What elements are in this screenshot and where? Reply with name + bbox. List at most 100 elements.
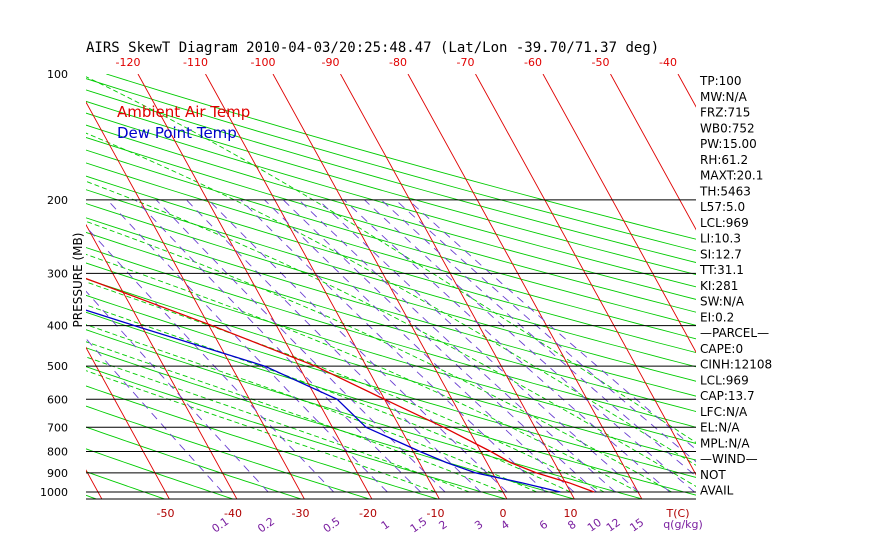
ambient-air-temp-line <box>86 277 595 493</box>
dry-adiabat-line <box>86 217 696 397</box>
dry-adiabat-line <box>86 78 696 252</box>
pressure-tick-label: 300 <box>47 267 68 280</box>
stability-index: CINH:12108 <box>700 358 772 372</box>
stability-index: EL:N/A <box>700 421 740 435</box>
bottom-temp-tick-label: 0 <box>500 507 507 520</box>
sounding-profiles <box>86 277 595 493</box>
moist-adiabat-line <box>86 324 537 493</box>
dry-adiabat-line <box>86 294 696 478</box>
moist-adiabat-line <box>86 253 639 493</box>
dry-adiabat-line <box>86 448 235 499</box>
pressure-tick-label: 200 <box>47 194 68 207</box>
isotherm-line <box>542 74 696 353</box>
stability-index: PW:15.00 <box>700 137 757 151</box>
mixing-ratio-tick-label: 15 <box>627 516 646 535</box>
isotherm-line <box>340 74 575 499</box>
mixing-ratio-line <box>298 199 616 493</box>
dry-adiabat-line <box>86 426 303 499</box>
dry-adiabat-line <box>0 74 33 501</box>
moist-adiabat-line <box>86 304 571 493</box>
dry-adiabat-line <box>86 203 696 382</box>
stability-index: FRZ:715 <box>700 106 750 120</box>
moist-adiabat-line <box>86 220 673 493</box>
isotherm-line <box>86 346 170 499</box>
top-temp-tick-label: -110 <box>183 56 208 69</box>
pressure-tick-label: 600 <box>47 393 68 406</box>
dew-point-temp-line <box>86 309 561 493</box>
dry-adiabat-line <box>86 137 696 313</box>
chart-title: AIRS SkewT Diagram 2010-04-03/20:25:48.4… <box>86 40 659 56</box>
moist-adiabat-line <box>86 341 504 493</box>
isotherm-line <box>205 74 440 499</box>
moist-adiabat-line <box>86 76 696 444</box>
isobars <box>86 199 696 500</box>
bottom-temp-unit: T(C) <box>666 507 690 520</box>
top-temp-tick-label: -90 <box>322 56 340 69</box>
pressure-tick-label: 400 <box>47 320 68 333</box>
moist-adiabat-line <box>86 180 696 487</box>
mixing-ratio-line <box>208 199 508 493</box>
pressure-tick-label: 500 <box>47 360 68 373</box>
mixing-ratio-line <box>106 199 388 493</box>
bottom-temp-tick-label: 10 <box>564 507 578 520</box>
y-axis-label: PRESSURE (MB) <box>71 233 85 328</box>
top-temp-tick-label: -80 <box>389 56 407 69</box>
isotherm-line <box>137 74 373 499</box>
top-temp-tick-label: -100 <box>251 56 276 69</box>
mixing-ratio-tick-label: 4 <box>499 518 512 533</box>
mixing-ratio-line <box>135 199 421 493</box>
top-temp-tick-label: -70 <box>457 56 475 69</box>
dry-adiabat-line <box>86 329 645 499</box>
stability-index: WB0:752 <box>700 121 755 135</box>
isotherm-line <box>86 101 305 499</box>
dry-adiabat-line <box>86 189 696 368</box>
pressure-tick-label: 100 <box>47 68 68 81</box>
isotherm-line <box>0 74 35 501</box>
mixing-ratio-tick-label: 2 <box>436 518 449 533</box>
top-temp-tick-label: -50 <box>592 56 610 69</box>
stability-index: NOT <box>700 468 726 482</box>
stability-index: L57:5.0 <box>700 200 745 214</box>
stability-index: LFC:N/A <box>700 405 748 419</box>
mixing-ratio-tick-label: 0.5 <box>321 515 343 536</box>
moist-adiabat-line <box>86 132 696 466</box>
dry-adiabat-line <box>86 347 576 499</box>
dry-adiabat-line <box>86 385 440 499</box>
stability-index: SW:N/A <box>700 295 745 309</box>
moist-adiabat-line <box>86 370 436 493</box>
dry-adiabat-line <box>86 112 696 288</box>
dry-adiabat-line <box>86 311 696 496</box>
mixing-ratio-lines <box>86 199 696 493</box>
stability-index: EI:0.2 <box>700 310 734 324</box>
stability-index: KI:281 <box>700 279 738 293</box>
dry-adiabat-line <box>86 162 696 340</box>
isotherm-line <box>610 74 696 231</box>
bottom-temp-tick-label: -30 <box>292 507 310 520</box>
mixing-ratio-unit: q(g/kg) <box>663 518 703 531</box>
stability-index: TH:5463 <box>699 184 751 198</box>
dry-adiabat-line <box>86 89 696 263</box>
dry-adiabat-line <box>86 262 696 444</box>
stability-index: RH:61.2 <box>700 153 748 167</box>
mixing-ratio-line <box>86 337 223 493</box>
dry-adiabat-line <box>86 175 696 354</box>
isotherm-line <box>407 74 643 499</box>
stability-index: CAP:13.7 <box>700 389 755 403</box>
stability-index: LI:10.3 <box>700 232 741 246</box>
pressure-tick-label: 800 <box>47 445 68 458</box>
pressure-tick-label: 700 <box>47 421 68 434</box>
mixing-ratio-line <box>86 290 269 493</box>
top-temp-tick-labels: -120 -110 -100 -90 -80 -70 -60 -50 -40 <box>116 56 677 69</box>
isotherm-line <box>475 74 696 476</box>
isotherms <box>0 74 696 501</box>
pressure-tick-label: 900 <box>47 467 68 480</box>
top-temp-tick-label: -60 <box>524 56 542 69</box>
stability-index: LCL:969 <box>700 373 749 387</box>
isotherm-line <box>272 74 508 499</box>
dry-adiabat-line <box>86 366 508 499</box>
mixing-ratio-tick-label: 12 <box>604 516 623 535</box>
isotherm-line <box>86 223 238 499</box>
stability-index: —PARCEL— <box>700 326 769 340</box>
moist-adiabat-line <box>86 281 605 493</box>
